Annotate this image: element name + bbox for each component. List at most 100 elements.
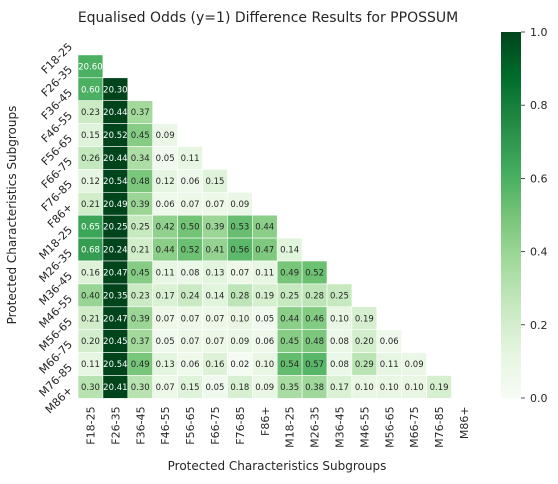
cell-value-label: 0.10: [330, 314, 349, 324]
cell-value-label: 20.47: [103, 314, 127, 324]
cell-value-label: 0.09: [255, 383, 274, 393]
y-axis-label: Protected Characteristics Subgroups: [5, 106, 19, 325]
cell-value-label: 0.20: [355, 337, 374, 347]
cell-value-label: 0.49: [131, 360, 150, 370]
cell-value-label: 0.06: [255, 337, 274, 347]
cell-value-label: 0.21: [131, 246, 150, 256]
cell-value-label: 0.45: [131, 131, 150, 141]
x-tick-label: M76-85: [433, 406, 446, 447]
x-tick-label: F76-85: [234, 406, 247, 444]
cell-value-label: 0.07: [156, 314, 175, 324]
x-tick-label: M18-25: [284, 406, 297, 447]
cell-value-label: 0.11: [181, 154, 200, 164]
cell-value-label: 0.40: [81, 291, 100, 301]
cell-value-label: 0.23: [131, 291, 150, 301]
heatmap-cells: 20.600.60 20.300.23 20.44 0.370.15 20.52 0.45…: [77, 54, 452, 399]
cell-value-label: 0.07: [181, 337, 200, 347]
cell-value-label: 0.26: [81, 154, 100, 164]
cell-value-label: 0.47: [255, 246, 274, 256]
cell-value-label: 0.39: [131, 314, 150, 324]
x-tick-label: M56-65: [383, 406, 396, 447]
cell-value-label: 0.05: [205, 383, 224, 393]
cell-value-label: 0.19: [355, 314, 374, 324]
cell-value-label: 0.15: [205, 177, 224, 187]
cell-value-label: 0.07: [181, 314, 200, 324]
cell-value-label: 0.48: [131, 177, 150, 187]
heatmap-cell: [426, 375, 452, 399]
x-tick-label: F18-25: [84, 406, 97, 444]
cell-value-label: 0.09: [405, 360, 424, 370]
cell-value-label: 0.14: [205, 291, 224, 301]
cell-value-label: 0.53: [230, 223, 249, 233]
cell-value-label: 0.20: [81, 337, 100, 347]
cell-value-label: 0.45: [131, 268, 150, 278]
cell-value-label: 0.57: [305, 360, 324, 370]
cell-value-label: 20.49: [103, 200, 127, 210]
cell-value-label: 0.28: [230, 291, 249, 301]
cell-value-label: 0.44: [156, 246, 175, 256]
x-tick-label: F66-75: [209, 406, 222, 444]
cell-value-label: 0.06: [380, 337, 399, 347]
cell-value-label: 0.28: [305, 291, 324, 301]
cell-value-label: 0.05: [156, 337, 175, 347]
cell-value-label: 0.44: [280, 314, 299, 324]
cell-value-label: 0.16: [205, 360, 224, 370]
cell-value-label: 20.54: [103, 177, 127, 187]
cell-value-label: 0.09: [156, 131, 175, 141]
y-tick-labels: F18-25F26-35F36-45F46-55F56-65F66-75F76-…: [37, 40, 76, 416]
cell-value-label: 0.68: [81, 246, 100, 256]
cell-value-label: 0.07: [205, 200, 224, 210]
cell-value-label: 0.15: [181, 383, 200, 393]
cell-value-label: 0.07: [156, 383, 175, 393]
colorbar-tick-label: 0.6: [530, 172, 548, 185]
x-tick-label: M36-45: [333, 406, 346, 447]
cell-value-label: 0.08: [330, 360, 349, 370]
cell-value-label: 0.12: [156, 177, 175, 187]
cell-value-label: 20.54: [103, 360, 127, 370]
cell-value-label: 0.14: [280, 246, 299, 256]
cell-value-label: 0.08: [181, 268, 200, 278]
cell-value-label: 0.16: [81, 268, 100, 278]
cell-value-label: 0.39: [131, 200, 150, 210]
x-tick-label: M46-55: [358, 406, 371, 447]
cell-value-label: 20.45: [103, 337, 127, 347]
cell-value-label: 0.11: [81, 360, 100, 370]
cell-value-label: 0.46: [305, 314, 324, 324]
cell-value-label: 0.17: [156, 291, 175, 301]
x-axis-label: Protected Characteristics Subgroups: [168, 459, 387, 473]
cell-value-label: 0.42: [156, 223, 175, 233]
cell-value-label: 0.24: [181, 291, 200, 301]
cell-value-label: 0.10: [405, 383, 424, 393]
cell-value-label: 20.44: [103, 154, 127, 164]
cell-value-label: 0.37: [131, 108, 150, 118]
x-tick-label: F26-35: [109, 406, 122, 444]
colorbar-tick-label: 0.2: [530, 319, 548, 332]
cell-value-label: 0.19: [255, 291, 274, 301]
cell-value-label: 0.65: [81, 223, 100, 233]
colorbar: [501, 32, 521, 398]
cell-value-label: 0.56: [230, 246, 249, 256]
x-tick-labels: F18-25 F26-35 F36-45 F46-55 F56-65 F66-75 F76-…: [84, 406, 471, 447]
colorbar-tick-label: 0.4: [530, 246, 548, 259]
cell-value-label: 20.44: [103, 108, 127, 118]
cell-value-label: 0.07: [205, 337, 224, 347]
cell-value-label: 20.52: [103, 131, 127, 141]
cell-value-label: 0.25: [330, 291, 349, 301]
x-tick-label: F56-65: [184, 406, 197, 444]
cell-value-label: 0.17: [330, 383, 349, 393]
cell-value-label: 0.18: [230, 383, 249, 393]
cell-value-label: 0.10: [230, 314, 249, 324]
cell-value-label: 0.05: [255, 314, 274, 324]
cell-value-label: 0.44: [255, 223, 274, 233]
cell-value-label: 20.60: [78, 62, 102, 72]
cell-value-label: 0.25: [280, 291, 299, 301]
cell-value-label: 0.49: [280, 268, 299, 278]
cell-value-label: 0.07: [181, 200, 200, 210]
cell-value-label: 0.54: [280, 360, 299, 370]
x-tick-label: M66-75: [408, 406, 421, 447]
cell-value-label: 0.13: [205, 268, 224, 278]
chart-title: Equalised Odds (y=1) Difference Results …: [78, 10, 458, 26]
cell-value-label: 0.52: [305, 268, 324, 278]
cell-value-label: 0.41: [205, 246, 224, 256]
cell-value-label: 0.21: [81, 314, 100, 324]
